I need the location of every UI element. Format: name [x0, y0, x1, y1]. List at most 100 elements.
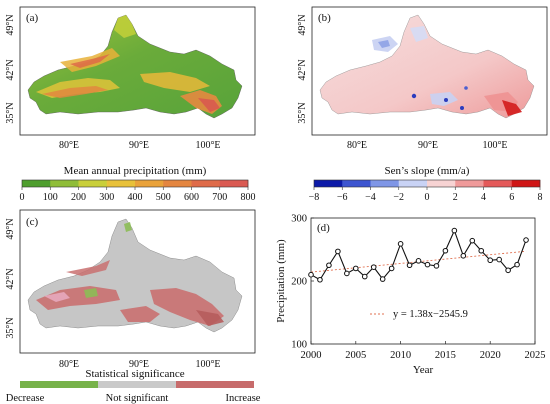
data-point — [523, 237, 529, 243]
significance-colorbar: Statistical significance Decrease Not si… — [6, 368, 261, 404]
lon-tick: 100°E — [482, 140, 507, 151]
precip-colorbar-segment — [22, 180, 51, 187]
sens-colorbar-tick-label: 8 — [538, 192, 543, 203]
precip-colorbar-segment — [219, 180, 249, 187]
x-tick-label: 2005 — [345, 350, 366, 361]
data-point — [451, 227, 458, 234]
panel-a: (a) 49°N 42°N 35°N 80°E 90°E 100°E — [5, 6, 256, 151]
sens-colorbar-tick-label: −6 — [337, 192, 348, 203]
data-point — [424, 261, 431, 268]
panel-c-label: (c) — [26, 216, 39, 228]
sens-colorbar: Sen’s slope (mm/a) −8 −6 −4 −2 0 2 4 6 8 — [309, 165, 543, 203]
precip-colorbar-segment — [135, 180, 164, 187]
lat-tick: 49°N — [297, 14, 308, 35]
x-axis-label: Year — [413, 364, 434, 376]
lon-tick: 80°E — [59, 359, 79, 370]
lon-tick: 90°E — [418, 140, 438, 151]
data-point — [361, 273, 368, 280]
sens-colorbar-title: Sen’s slope (mm/a) — [385, 165, 470, 177]
precip-colorbar-segment — [191, 180, 221, 187]
data-point — [406, 262, 413, 269]
data-point — [460, 253, 467, 259]
sens-colorbar-segment — [370, 180, 400, 187]
sens-colorbar-tick-label: 4 — [481, 192, 486, 203]
y-axis-label: Precipitation (mm) — [275, 239, 287, 323]
significance-label-increase: Increase — [226, 393, 261, 404]
precip-colorbar-title: Mean annual precipitation (mm) — [64, 165, 207, 177]
precip-colorbar-tick-label: 0 — [20, 192, 25, 203]
x-tick-label: 2025 — [525, 350, 546, 361]
lon-tick: 80°E — [347, 140, 367, 151]
x-axis: 2000 2005 2010 2015 2020 2025 — [301, 341, 546, 361]
data-point — [415, 258, 422, 264]
data-point — [478, 247, 485, 254]
precip-colorbar-tick-label: 700 — [212, 192, 227, 203]
trend-legend-label: y = 1.38x−2545.9 — [393, 309, 468, 320]
sens-colorbar-segment — [511, 180, 541, 187]
data-point — [308, 271, 314, 278]
precip-colorbar-tick-label: 600 — [184, 192, 199, 203]
sens-colorbar-segment — [342, 180, 371, 187]
data-point — [487, 257, 494, 264]
panel-a-label: (a) — [26, 12, 39, 24]
y-axis: 100 200 300 — [291, 214, 314, 351]
lat-tick: 42°N — [5, 268, 16, 289]
lat-tick: 42°N — [5, 59, 16, 80]
precip-colorbar-tick-label: 200 — [71, 192, 86, 203]
x-tick-label: 2015 — [435, 350, 456, 361]
panel-c: (c) 49°N 42°N 35°N 80°E 90°E 100°E — [5, 209, 256, 370]
lat-tick: 49°N — [5, 218, 16, 239]
data-point — [514, 261, 520, 268]
significance-swatch-decrease — [20, 381, 98, 388]
precip-colorbar: Mean annual precipitation (mm) 0 100 200 30… — [20, 165, 256, 203]
sens-colorbar-segment — [483, 180, 513, 187]
precip-colorbar-tick-label: 800 — [241, 192, 256, 203]
data-point — [442, 247, 449, 254]
panel-d-label: (d) — [317, 222, 330, 234]
lat-tick: 42°N — [297, 59, 308, 80]
data-point — [469, 237, 476, 244]
y-tick-label: 300 — [291, 214, 307, 225]
data-point — [388, 265, 395, 272]
significance-colorbar-title: Statistical significance — [85, 368, 184, 380]
x-tick-label: 2010 — [390, 350, 411, 361]
lat-tick: 35°N — [5, 102, 16, 123]
sens-colorbar-tick-label: 2 — [453, 192, 458, 203]
sens-colorbar-segment — [314, 180, 343, 187]
lon-tick: 100°E — [195, 140, 220, 151]
sens-colorbar-tick-label: −4 — [365, 192, 376, 203]
data-point — [335, 248, 341, 255]
data-point — [433, 263, 440, 269]
sens-colorbar-tick-label: −8 — [309, 192, 320, 203]
significance-label-not-significant: Not significant — [106, 393, 169, 404]
plot-area — [310, 217, 536, 345]
y-tick-label: 200 — [291, 277, 307, 288]
lat-tick: 49°N — [5, 14, 16, 35]
lat-tick: 35°N — [297, 102, 308, 123]
panel-b-label: (b) — [318, 12, 331, 24]
significance-swatch-not-significant — [98, 381, 176, 388]
data-point — [353, 265, 359, 272]
data-point — [496, 256, 502, 263]
data-point — [379, 276, 386, 282]
sens-colorbar-tick-label: 6 — [509, 192, 514, 203]
lat-tick: 35°N — [5, 317, 16, 338]
data-point — [317, 276, 323, 283]
sens-colorbar-segment — [427, 180, 456, 187]
precip-colorbar-segment — [163, 180, 192, 187]
sens-colorbar-segment — [455, 180, 484, 187]
precip-colorbar-tick-label: 400 — [128, 192, 143, 203]
sens-colorbar-tick-label: 0 — [425, 192, 430, 203]
significance-swatch-increase — [176, 381, 254, 388]
significance-label-decrease: Decrease — [6, 393, 45, 404]
lon-tick: 90°E — [129, 359, 149, 370]
data-point — [344, 270, 350, 277]
precip-colorbar-segment — [78, 180, 108, 187]
data-point — [326, 262, 332, 269]
precip-colorbar-segment — [50, 180, 79, 187]
x-tick-label: 2020 — [480, 350, 501, 361]
lon-tick: 80°E — [59, 140, 79, 151]
precip-colorbar-tick-label: 500 — [156, 192, 171, 203]
sens-colorbar-tick-label: −2 — [393, 192, 404, 203]
